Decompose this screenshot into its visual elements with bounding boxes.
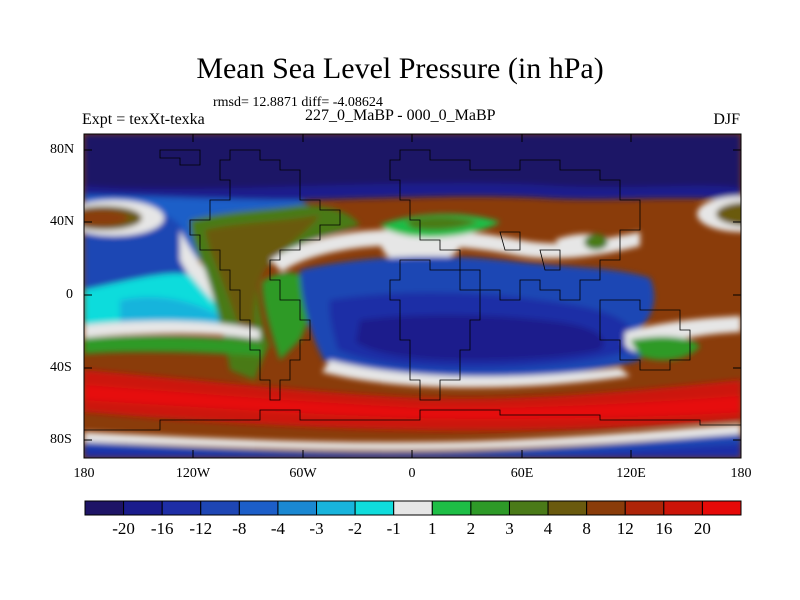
x-tick-label: 60W: [289, 466, 317, 481]
period-label: 227_0_MaBP - 000_0_MaBP: [305, 107, 496, 124]
colorbar-swatch: [200, 500, 240, 516]
x-tick-label: 0: [408, 466, 416, 481]
land-outline: [84, 149, 741, 431]
y-axis-ticks: [84, 149, 741, 441]
colorbar-label: 16: [655, 519, 673, 538]
colorbar-swatch: [586, 500, 626, 516]
colorbar-label: 3: [505, 519, 514, 538]
colorbar-swatch: [238, 500, 279, 516]
y-tick-label: 40S: [50, 360, 72, 375]
x-tick-label: 180: [73, 466, 95, 481]
y-tick-label: 80N: [50, 142, 75, 157]
colorbar-swatch: [393, 500, 433, 516]
x-tick-label: 120E: [616, 466, 646, 481]
colorbar-label: 1: [428, 519, 437, 538]
colorbar-label: -12: [189, 519, 213, 538]
colorbar-swatch: [277, 500, 318, 516]
colorbar-label: -8: [232, 519, 247, 538]
colorbar-label: 2: [466, 519, 476, 538]
x-axis-ticks: [83, 134, 742, 458]
colorbar-swatch: [663, 500, 703, 516]
y-tick-label: 40N: [50, 214, 75, 229]
colorbar-label: -2: [348, 519, 363, 538]
colorbar-swatch: [547, 500, 588, 516]
colorbar-swatch: [624, 500, 665, 516]
colorbar-label: -20: [112, 519, 135, 538]
colorbar-swatch: [701, 500, 742, 516]
colorbar-label: 4: [543, 519, 553, 538]
colorbar-label: -1: [386, 519, 401, 538]
colorbar-swatch: [431, 500, 472, 516]
y-tick-label: 0: [66, 287, 73, 302]
colorbar-swatch: [123, 500, 163, 516]
colorbar-swatch: [508, 500, 549, 516]
rmsd-diff-stats: rmsd= 12.8871 diff= -4.08624: [213, 95, 383, 110]
colorbar-label: 20: [693, 519, 711, 538]
colorbar-swatch: [354, 500, 395, 516]
x-tick-label: 120W: [175, 466, 211, 481]
pressure-field: [84, 134, 741, 458]
experiment-label: Expt = texXt-texka: [82, 111, 205, 128]
colorbar-label: 8: [582, 519, 591, 538]
colorbar: [84, 500, 742, 516]
map-title: Mean Sea Level Pressure (in hPa): [196, 52, 604, 85]
colorbar-label: -3: [309, 519, 324, 538]
colorbar-swatch: [470, 500, 510, 516]
colorbar-swatch: [84, 500, 125, 516]
colorbar-label: 12: [616, 519, 634, 538]
x-tick-label: 180: [730, 466, 752, 481]
y-tick-label: 80S: [50, 432, 72, 447]
colorbar-label: -4: [270, 519, 286, 538]
x-tick-label: 60E: [510, 466, 534, 481]
colorbar-swatch: [161, 500, 202, 516]
colorbar-label: -16: [150, 519, 174, 538]
season-label: DJF: [713, 111, 740, 128]
colorbar-swatch: [316, 500, 356, 516]
